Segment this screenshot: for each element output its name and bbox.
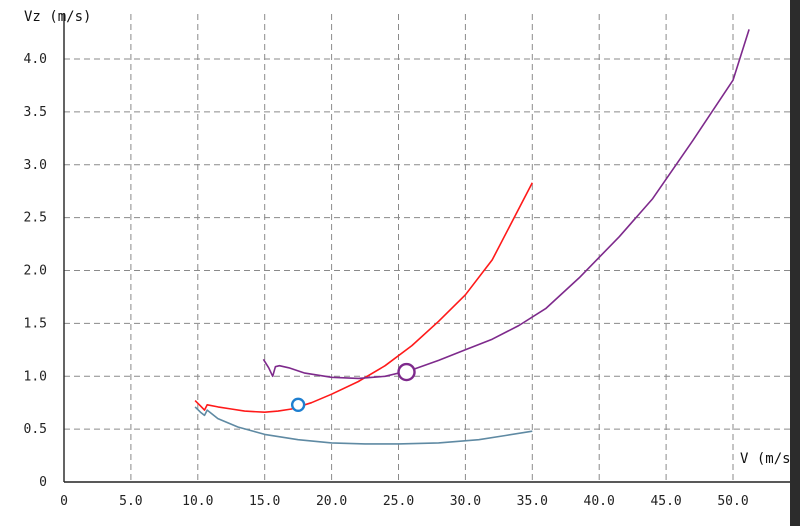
x-tick-label: 50.0 (717, 494, 748, 509)
x-tick-label: 35.0 (517, 494, 548, 509)
x-tick-label: 20.0 (316, 494, 347, 509)
x-tick-label: 45.0 (650, 494, 681, 509)
series-line-2 (194, 406, 533, 445)
x-tick-label: 25.0 (383, 494, 414, 509)
x-tick-label: 0 (60, 494, 68, 509)
y-tick-label: 4.0 (24, 52, 47, 67)
y-tick-label: 3.0 (24, 158, 47, 173)
window-edge (790, 0, 800, 526)
y-tick-label: 1.0 (24, 369, 47, 384)
series-lines (194, 29, 750, 445)
y-tick-label: 0.5 (24, 422, 47, 437)
axes (63, 14, 800, 483)
x-tick-label: 15.0 (249, 494, 280, 509)
x-tick-label: 30.0 (450, 494, 481, 509)
optimum-marker-1 (290, 397, 306, 413)
series-line-3 (262, 29, 750, 380)
y-tick-label: 2.0 (24, 264, 47, 279)
grid-lines (64, 14, 800, 482)
x-tick-label: 10.0 (182, 494, 213, 509)
x-axis-title: V (m/s) (740, 451, 799, 467)
x-tick-label: 40.0 (584, 494, 615, 509)
tick-labels: 0 5.0 10.0 15.0 20.0 25.0 30.0 35.0 40.0 45.0 50.0… (24, 52, 749, 509)
series-line-1 (194, 182, 534, 414)
y-tick-label: 1.5 (24, 316, 47, 331)
optimum-marker-2 (397, 362, 416, 382)
x-tick-label: 5.0 (119, 494, 142, 509)
y-tick-label: 2.5 (24, 211, 47, 226)
y-axis-title: Vz (m/s) (24, 9, 91, 25)
optimum-markers (290, 362, 416, 413)
y-tick-label: 0 (39, 475, 47, 490)
y-tick-label: 3.5 (24, 105, 47, 120)
